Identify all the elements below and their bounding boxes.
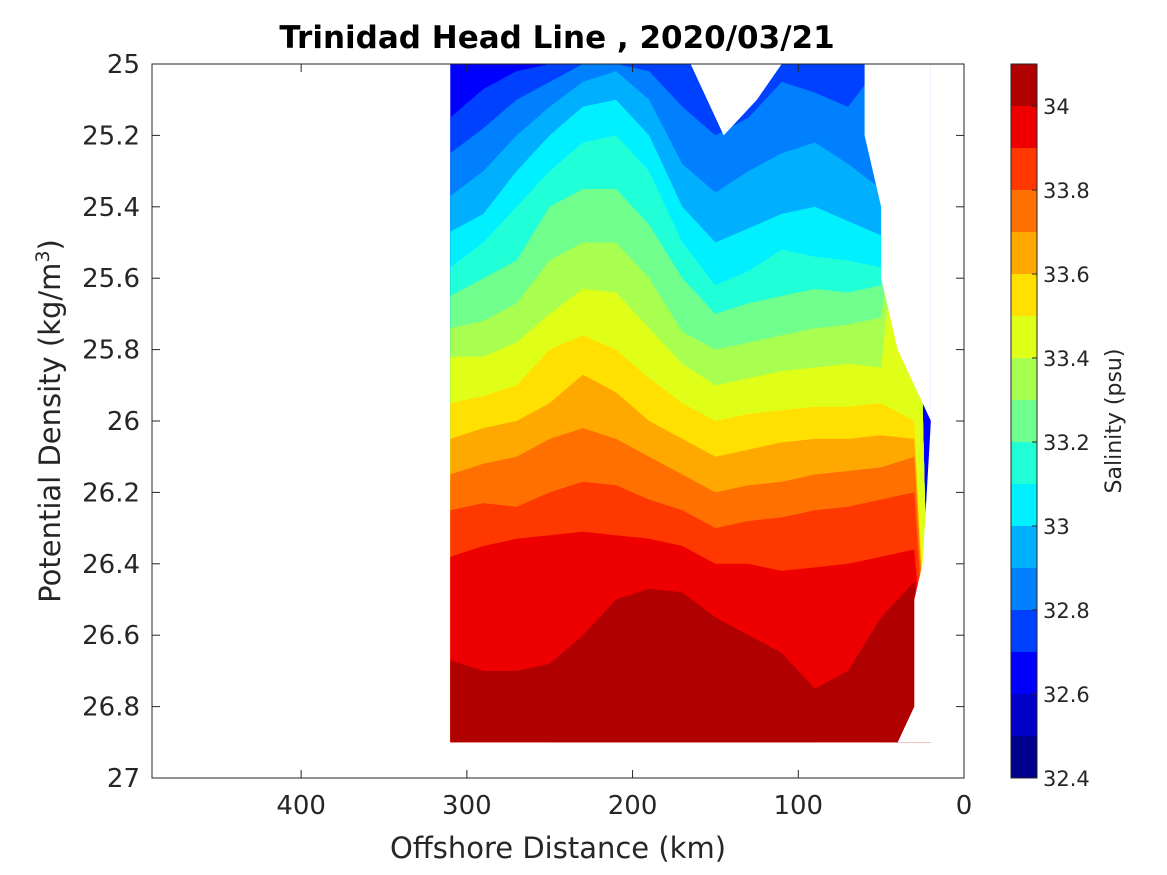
y-tick-label: 25.4 [82,193,140,223]
salinity-band-34.1 [450,720,931,743]
x-tick-label: 100 [773,791,823,821]
x-axis-label: Offshore Distance (km) [390,831,726,865]
y-tick-label: 25.6 [82,264,140,294]
y-tick-label: 25.8 [82,336,140,366]
y-tick-label: 26 [107,407,140,437]
y-axis-label-superscript: 3 [32,250,54,262]
salinity-band-34 [450,581,931,743]
colorbar-swatch [1011,358,1037,400]
y-tick-label: 27 [107,764,140,794]
colorbar-swatch [1011,526,1037,568]
y-tick-label: 26.8 [82,693,140,723]
colorbar-swatch [1011,148,1037,190]
x-tick-label: 0 [956,791,973,821]
y-axis-label-end: ) [33,239,67,250]
colorbar-swatch [1011,106,1037,148]
y-tick-label: 25.2 [82,121,140,151]
y-tick-label: 25 [107,50,140,80]
x-tick-label: 400 [276,791,326,821]
y-axis-label: Potential Density (kg/m3) [32,239,67,603]
colorbar-swatch [1011,232,1037,274]
colorbar-tick-label: 33.2 [1043,431,1090,455]
colorbar-tick-label: 34 [1043,95,1070,119]
colorbar-tick-label: 33.6 [1043,263,1090,287]
colorbar-tick-label: 33.8 [1043,179,1090,203]
colorbar-tick-label: 33 [1043,515,1070,539]
colorbar-swatch [1011,610,1037,652]
colorbar-swatch [1011,64,1037,106]
colorbar-swatch [1011,652,1037,694]
plot-axes: 400 300 200 100 0 25 25.2 25.4 25.6 25.8 26 26.2 26.… [82,50,972,821]
colorbar-tick-label: 32.4 [1043,767,1090,791]
colorbar-swatch [1011,316,1037,358]
colorbar-swatch [1011,400,1037,442]
colorbar-swatch [1011,484,1037,526]
colorbar-swatch [1011,736,1037,778]
colorbar: 32.4 32.6 32.8 33 33.2 33.4 33.6 33.8 34 [1010,63,1090,791]
y-tick-label: 26.6 [82,621,140,651]
colorbar-swatch [1011,190,1037,232]
colorbar-label: Salinity (psu) [1102,349,1127,494]
y-tick-label: 26.2 [82,478,140,508]
y-axis-label-main: Potential Density (kg/m [33,263,67,603]
coastal-no-data-mask [897,64,964,743]
colorbar-swatch [1011,694,1037,736]
colorbar-swatch [1011,442,1037,484]
colorbar-tick-label: 32.6 [1043,683,1090,707]
colorbar-swatch [1011,274,1037,316]
x-tick-label: 300 [442,791,492,821]
colorbar-tick-label: 33.4 [1043,347,1090,371]
x-tick-label: 200 [608,791,658,821]
colorbar-swatch [1011,568,1037,610]
salinity-contour-fill [450,64,964,743]
colorbar-tick-label: 32.8 [1043,599,1090,623]
y-tick-label: 26.4 [82,550,140,580]
no-data-gap-0 [690,64,782,136]
nearshore-no-data-mask [864,64,931,421]
colorbar-frame [1010,63,1038,779]
chart-title: Trinidad Head Line , 2020/03/21 [279,20,834,56]
